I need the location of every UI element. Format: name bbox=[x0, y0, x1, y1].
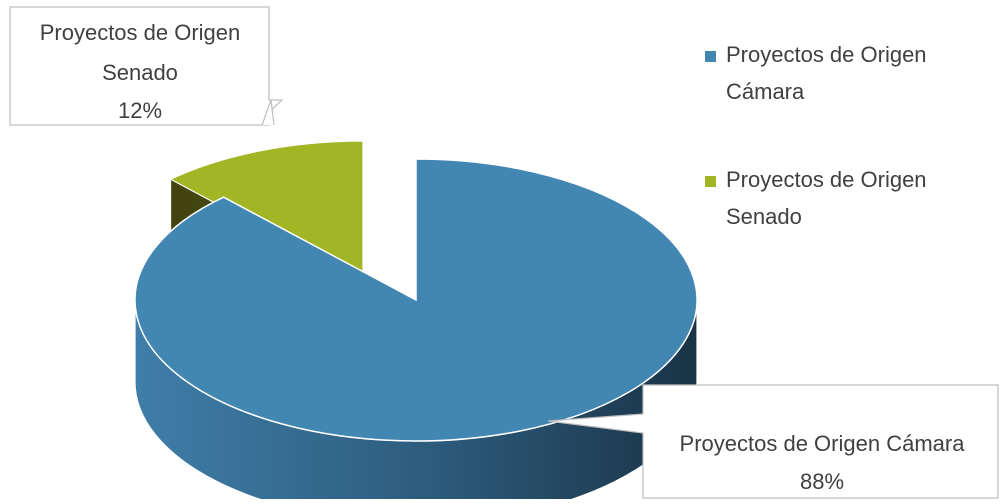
callout-camara-label: Proyectos de Origen Cámara bbox=[680, 431, 966, 456]
legend-label: Senado bbox=[726, 204, 802, 229]
legend-label: Proyectos de Origen bbox=[726, 167, 927, 192]
callout-camara-percent: 88% bbox=[800, 469, 844, 494]
legend-swatch bbox=[705, 176, 716, 187]
callout-senado-box bbox=[9, 6, 284, 126]
callout-senado-label: Senado bbox=[102, 60, 178, 85]
legend-label: Cámara bbox=[726, 79, 805, 104]
callout-senado-percent: 12% bbox=[118, 98, 162, 123]
callout-senado-pointer bbox=[261, 99, 275, 126]
callout-senado-label: Proyectos de Origen bbox=[40, 20, 241, 45]
slice-camara bbox=[134, 158, 698, 442]
legend-swatch bbox=[705, 51, 716, 62]
legend-label: Proyectos de Origen bbox=[726, 42, 927, 67]
callout-camara-box bbox=[547, 384, 999, 499]
